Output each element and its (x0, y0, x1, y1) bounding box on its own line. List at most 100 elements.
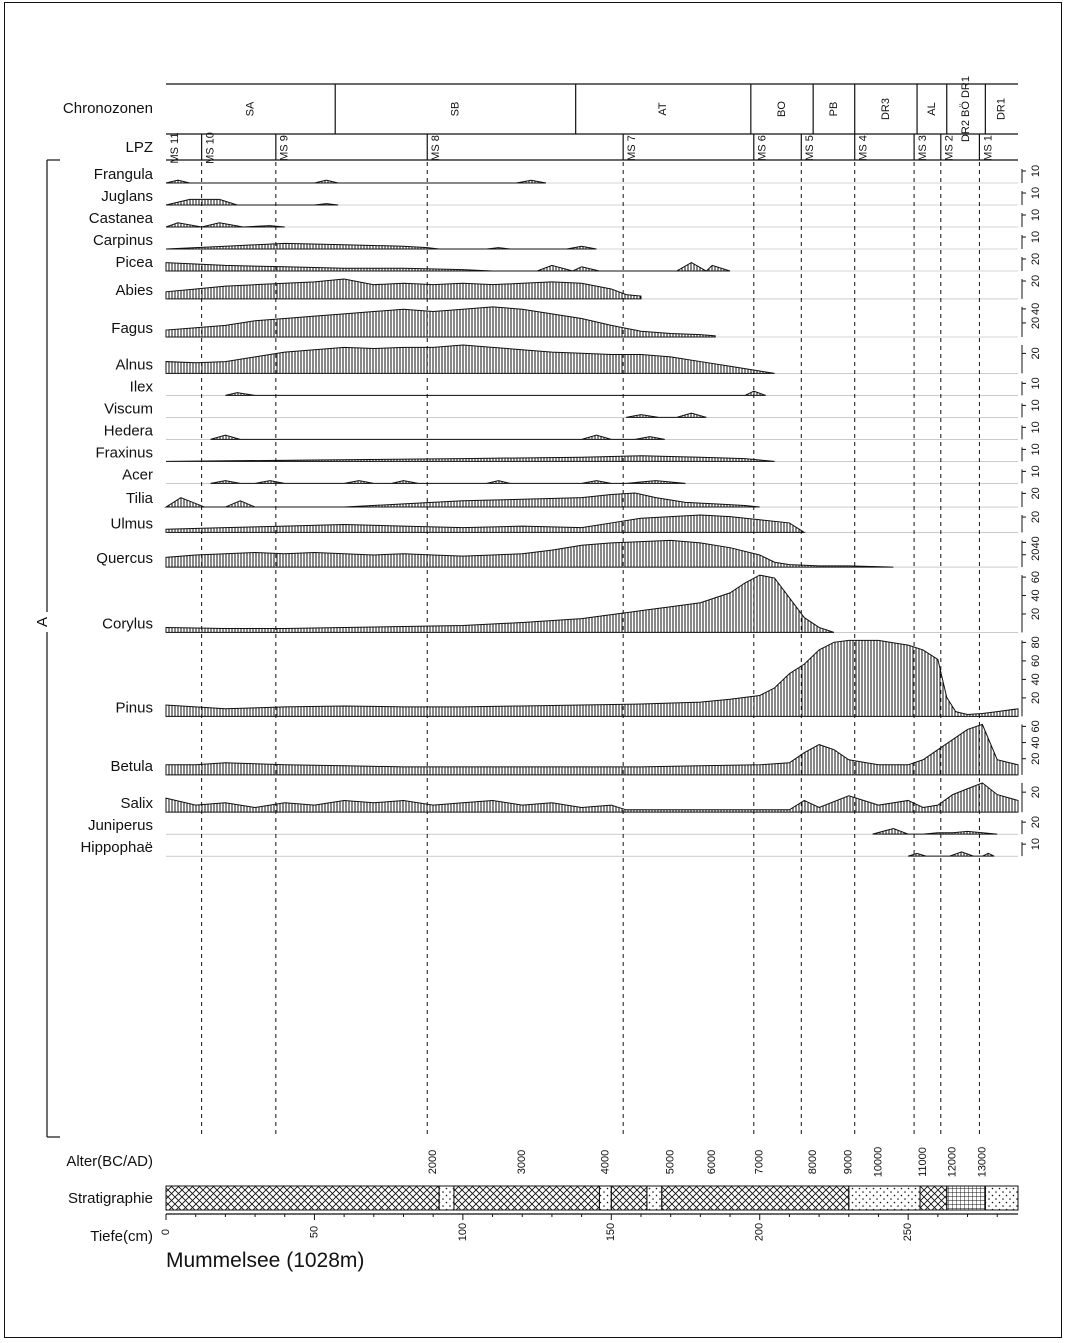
taxon-label: Salix (120, 795, 153, 812)
taxon-curve (165, 639, 1019, 717)
taxon-curve (225, 390, 766, 396)
lpz-ms-5: MS 5 (804, 135, 816, 161)
taxon-alnus: Alnus 20 (115, 344, 1042, 374)
scale-tick-label: 10 (1030, 165, 1042, 177)
age-tick-label: 12000 (947, 1147, 959, 1178)
taxon-label: Frangula (94, 166, 154, 183)
lpz-ms-2: MS 2 (944, 135, 956, 161)
taxon-picea: Picea 20 (115, 253, 1042, 272)
taxon-label: Ulmus (110, 515, 153, 532)
lpz-ms-8: MS 8 (430, 135, 442, 161)
taxon-label: Pinus (115, 699, 153, 716)
taxon-scale: 10 (1021, 165, 1042, 183)
scale-tick-label: 40 (1030, 589, 1042, 601)
chronozone-dr2-b-dr1: DR2 BÖ DR1 (960, 76, 972, 142)
taxon-abies: Abies 20 (115, 275, 1042, 300)
chronozone-sb: SB (449, 102, 461, 117)
chronozone-dr1: DR1 (996, 98, 1008, 120)
scale-tick-label: 20 (1030, 317, 1042, 329)
taxon-curve (872, 828, 998, 835)
chronozone-bo: BO (776, 101, 788, 117)
taxon-scale: 20 (1021, 816, 1042, 835)
stratigraphy-bar (165, 1185, 1019, 1211)
strat-dots (598, 1185, 612, 1211)
taxon-scale: 20 40 60 (1021, 720, 1042, 775)
lpz-ms-4: MS 4 (858, 135, 870, 161)
taxon-scale: 20 (1021, 275, 1042, 299)
taxon-curve (908, 851, 995, 857)
taxon-curve (165, 278, 642, 300)
taxon-label: Abies (115, 282, 153, 299)
alter-label: Alter(BC/AD) (66, 1153, 153, 1170)
lpz-label: LPZ (125, 139, 153, 156)
chronozone-pb: PB (828, 102, 840, 117)
taxon-castanea: Castanea 10 (89, 209, 1042, 228)
scale-tick-label: 10 (1030, 187, 1042, 199)
strat-dots (984, 1185, 1019, 1211)
lpz-ms-10: MS 10 (205, 132, 217, 164)
taxon-juglans: Juglans 10 (101, 187, 1042, 206)
taxon-salix: Salix 20 (120, 782, 1042, 813)
taxon-pinus: Pinus 20 40 60 80 (115, 636, 1042, 717)
group-label: A (34, 617, 51, 627)
chronozone-sa: SA (245, 101, 257, 116)
taxon-label: Viscum (104, 400, 153, 417)
stratigraphie-label: Stratigraphie (68, 1190, 153, 1207)
taxon-scale: 10 (1021, 465, 1042, 484)
taxon-curve (165, 574, 835, 633)
strat-crosshatch (919, 1185, 948, 1211)
taxon-label: Fagus (111, 320, 153, 337)
taxon-curve (165, 179, 547, 184)
taxon-scale: 20 (1021, 253, 1042, 271)
depth-tick-label: 50 (308, 1226, 320, 1238)
taxon-scale: 20 (1021, 511, 1042, 533)
taxon-label: Tilia (126, 490, 154, 507)
age-tick-label: 11000 (917, 1147, 929, 1177)
scale-tick-label: 20 (1030, 253, 1042, 265)
scale-tick-label: 20 (1030, 608, 1042, 620)
age-tick-label: 7000 (754, 1150, 766, 1174)
strat-dots (438, 1185, 455, 1211)
taxon-scale: 20 40 60 80 (1021, 636, 1042, 717)
strat-crosshatch (610, 1185, 648, 1211)
age-tick-label: 8000 (807, 1150, 819, 1174)
taxon-curve (626, 412, 707, 418)
taxon-hedera: Hedera 10 (104, 421, 1042, 440)
scale-tick-label: 80 (1030, 636, 1042, 648)
taxon-label: Alnus (115, 356, 153, 373)
scale-tick-label: 20 (1030, 487, 1042, 499)
depth-tick-label: 100 (457, 1223, 469, 1241)
taxon-hippopha: Hippophaë 10 (80, 838, 1042, 857)
taxon-curve (164, 492, 760, 508)
taxon-acer: Acer 10 (122, 465, 1042, 484)
taxon-label: Castanea (89, 210, 154, 227)
taxon-curve (165, 514, 806, 533)
scale-tick-label: 60 (1030, 571, 1042, 583)
strat-dots (848, 1185, 921, 1211)
taxon-fraxinus: Fraxinus 10 (95, 443, 1042, 462)
depth-axis: 0 50 100 150 200 250 (160, 1213, 1018, 1241)
age-tick-label: 4000 (599, 1150, 611, 1174)
scale-tick-label: 20 (1030, 692, 1042, 704)
depth-tick-label: 0 (160, 1229, 172, 1235)
age-tick-label: 2000 (427, 1150, 439, 1174)
scale-tick-label: 20 (1030, 753, 1042, 765)
taxon-label: Juglans (101, 188, 153, 205)
scale-tick-label: 40 (1030, 736, 1042, 748)
chronozone-at: AT (657, 102, 669, 116)
taxon-label: Acer (122, 466, 153, 483)
taxon-label: Ilex (130, 378, 154, 395)
age-tick-label: 3000 (516, 1150, 528, 1174)
scale-tick-label: 10 (1030, 443, 1042, 455)
scale-tick-label: 10 (1030, 399, 1042, 411)
taxon-ilex: Ilex 10 (130, 377, 1042, 396)
strat-crosshatch (165, 1185, 440, 1211)
taxon-curve (165, 306, 716, 338)
scale-tick-label: 10 (1030, 377, 1042, 389)
scale-tick-label: 10 (1030, 838, 1042, 850)
strat-dots (646, 1185, 663, 1211)
scale-tick-label: 10 (1030, 421, 1042, 433)
